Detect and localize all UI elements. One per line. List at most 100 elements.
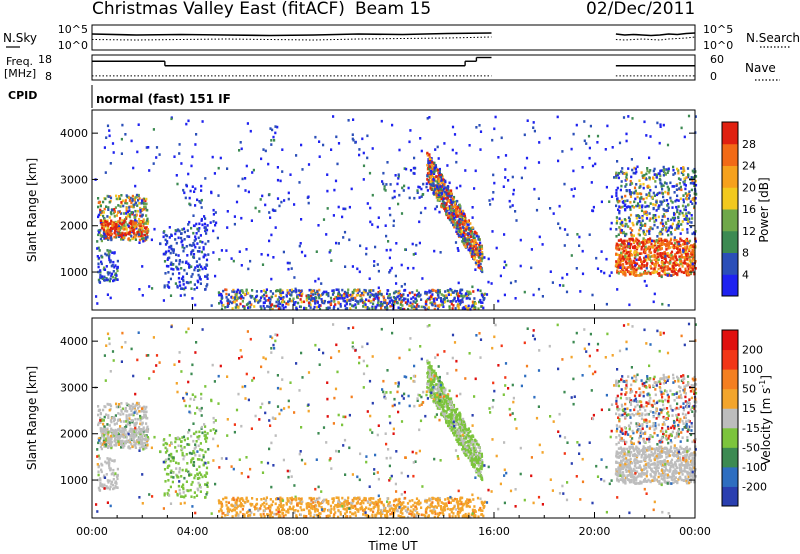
power-cell-442 <box>132 223 135 226</box>
power-cell-1288 <box>449 293 452 296</box>
power-cell-2044 <box>452 209 456 213</box>
power-cell-3999 <box>233 215 236 218</box>
velocity-cell-496 <box>100 484 103 488</box>
velocity-cell-0 <box>97 405 100 408</box>
power-cell-926 <box>245 303 249 306</box>
power-cell-3444 <box>619 222 622 225</box>
power-cell-2982 <box>666 272 669 276</box>
power-cell-1999 <box>477 247 480 251</box>
power-cell-2280 <box>417 185 420 189</box>
power-cell-77 <box>142 201 145 205</box>
power-cell-1016 <box>334 303 337 306</box>
power-cell-249 <box>133 216 136 219</box>
power-cell-4079 <box>326 173 329 176</box>
power-cell-1105 <box>338 293 341 296</box>
power-cell-3687 <box>330 259 333 262</box>
power-cell-858 <box>277 300 280 303</box>
power-cell-2459 <box>688 239 692 243</box>
power-cell-2749 <box>626 239 629 243</box>
power-cell-3032 <box>621 241 624 244</box>
power-cell-4173 <box>109 162 112 165</box>
power-cell-3098 <box>666 217 670 221</box>
velocity-cell-621 <box>187 470 190 474</box>
colorbar-tick-label-3: 16 <box>742 203 756 216</box>
power-cell-3894 <box>457 249 460 252</box>
power-cell-3882 <box>471 206 474 209</box>
power-cell-3774 <box>523 290 526 294</box>
power-cell-520 <box>105 253 108 257</box>
power-cell-3838 <box>656 121 659 125</box>
power-cell-4153 <box>240 216 243 220</box>
power-cell-2654 <box>620 251 623 255</box>
power-cell-3438 <box>640 224 644 227</box>
velocity-cell-573 <box>193 451 196 455</box>
power-cell-597 <box>196 250 200 253</box>
power-cell-740 <box>195 260 198 263</box>
power-cell-3856 <box>533 187 536 191</box>
power-cell-3272 <box>687 174 690 177</box>
power-cell-3827 <box>140 199 144 202</box>
power-cell-15 <box>113 215 116 218</box>
power-cell-2321 <box>659 245 662 249</box>
power-cell-2387 <box>680 253 683 257</box>
power-cell-3735 <box>328 250 331 254</box>
velocity-cell-140 <box>126 403 129 407</box>
power-cell-4050 <box>497 156 500 159</box>
power-cell-651 <box>197 273 200 277</box>
power-cell-3914 <box>288 261 291 265</box>
power-cell-3338 <box>634 189 637 193</box>
power-cell-2376 <box>637 258 640 261</box>
power-cell-3519 <box>688 190 691 193</box>
power-cell-3248 <box>652 207 655 211</box>
power-cell-1252 <box>225 296 228 299</box>
power-cell-3397 <box>640 221 643 225</box>
velocity-cell-676 <box>190 434 193 438</box>
power-cell-2258 <box>443 183 446 186</box>
power-cell-2847 <box>673 242 677 245</box>
power-cell-4175 <box>318 155 321 158</box>
power-cell-3512 <box>646 213 649 217</box>
power-cell-958 <box>453 289 456 293</box>
power-cell-461 <box>144 227 147 230</box>
power-cell-200 <box>128 209 131 212</box>
velocity-cell-277 <box>146 436 149 439</box>
velocity-cell-84 <box>145 422 148 425</box>
power-cell-2671 <box>655 239 658 242</box>
power-cell-492 <box>113 278 116 282</box>
power-cell-3529 <box>665 222 668 226</box>
power-cell-4029 <box>443 142 446 145</box>
velocity-cell-730 <box>176 436 179 439</box>
power-cell-183 <box>109 195 112 198</box>
power-cell-1309 <box>364 289 367 292</box>
power-cell-3437 <box>645 172 648 176</box>
power-cell-2243 <box>459 230 462 233</box>
power-cell-709 <box>193 239 196 242</box>
power-cell-737 <box>167 281 170 284</box>
power-cell-546 <box>109 260 112 264</box>
power-cell-1001 <box>325 290 328 294</box>
power-cell-3564 <box>596 134 600 138</box>
power-cell-3068 <box>677 227 680 230</box>
power-cell-2411 <box>673 269 676 273</box>
power-cell-2725 <box>636 238 639 242</box>
power-cell-661 <box>202 246 205 249</box>
power-cell-3487 <box>655 173 659 177</box>
noise-frame <box>91 24 696 51</box>
power-cell-3922 <box>562 284 565 287</box>
power-cell-2810 <box>649 272 652 276</box>
power-cell-3743 <box>165 234 169 238</box>
power-cell-359 <box>129 229 132 232</box>
power-cell-114 <box>138 202 141 205</box>
power-cell-1676 <box>469 249 472 253</box>
power-cell-3673 <box>276 166 279 169</box>
power-cell-3776 <box>212 220 215 223</box>
power-cell-4095 <box>511 204 514 207</box>
power-cell-2989 <box>685 254 688 257</box>
power-cell-2980 <box>674 253 677 256</box>
power-cell-1433 <box>369 294 372 297</box>
power-cell-2016 <box>470 240 473 243</box>
velocity-cell-562 <box>200 473 203 476</box>
power-cell-3620 <box>362 164 366 168</box>
power-cell-1213 <box>359 299 362 303</box>
velocity-cell-265 <box>145 405 148 409</box>
